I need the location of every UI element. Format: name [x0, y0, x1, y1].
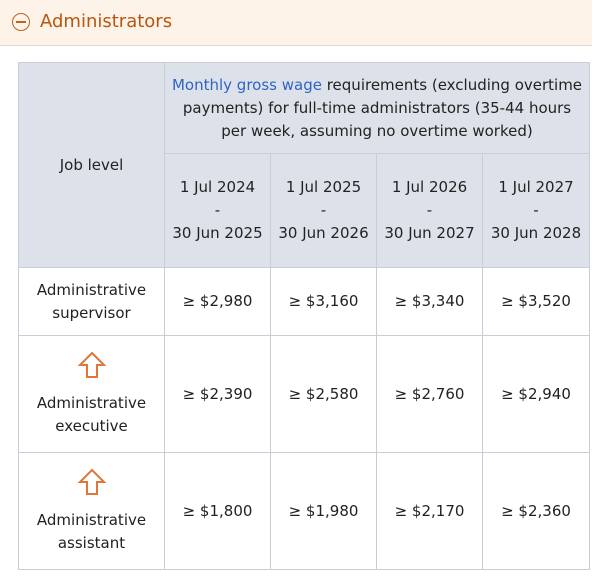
job-level-label: Administrative executive: [36, 394, 147, 435]
period-end: 30 Jun 2028: [490, 224, 582, 242]
period-end: 30 Jun 2025: [172, 224, 263, 242]
job-level-cell: Administrative executive: [18, 335, 165, 453]
section-title: Administrators: [40, 11, 173, 32]
table-row: Administrative supervisor ≥ $2,980 ≥ $3,…: [18, 267, 591, 336]
wage-cell: ≥ $1,980: [270, 452, 377, 570]
period-start: 1 Jul 2024: [179, 178, 256, 196]
table-row: Administrative assistant ≥ $1,800 ≥ $1,9…: [18, 452, 591, 570]
period-header: 1 Jul 2024 - 30 Jun 2025: [164, 153, 271, 268]
wage-cell: ≥ $3,520: [481, 267, 591, 336]
period-header: 1 Jul 2026 - 30 Jun 2027: [376, 153, 483, 268]
period-sep: -: [426, 201, 433, 219]
job-level-header: Job level: [18, 62, 165, 268]
wage-cell: ≥ $2,390: [164, 335, 271, 453]
wage-cell: ≥ $2,980: [164, 267, 271, 336]
period-sep: -: [214, 201, 221, 219]
period-start: 1 Jul 2025: [285, 178, 362, 196]
wage-cell: ≥ $2,170: [376, 452, 483, 570]
period-start: 1 Jul 2026: [391, 178, 468, 196]
wage-table: Job level Monthly gross wage requirement…: [18, 62, 591, 570]
caption-text: requirements (excluding overtime payment…: [182, 75, 583, 140]
wage-cell: ≥ $2,760: [376, 335, 483, 453]
up-arrow-icon: [77, 351, 106, 378]
wage-cell: ≥ $3,160: [270, 267, 377, 336]
job-level-cell: Administrative supervisor: [18, 267, 165, 336]
period-header: 1 Jul 2027 - 30 Jun 2028: [481, 153, 591, 268]
job-level-cell: Administrative assistant: [18, 452, 165, 570]
wage-cell: ≥ $2,580: [270, 335, 377, 453]
period-sep: -: [320, 201, 327, 219]
table-caption: Monthly gross wage requirements (excludi…: [163, 62, 591, 154]
job-level-label: Administrative assistant: [36, 511, 147, 552]
collapse-minus-icon[interactable]: [12, 13, 30, 31]
wage-cell: ≥ $3,340: [376, 267, 483, 336]
period-end: 30 Jun 2027: [384, 224, 475, 242]
period-end: 30 Jun 2026: [278, 224, 369, 242]
up-arrow-icon: [77, 468, 106, 495]
period-start: 1 Jul 2027: [498, 178, 574, 196]
monthly-gross-wage-link[interactable]: Monthly gross wage: [171, 75, 322, 94]
section-header-administrators[interactable]: Administrators: [0, 0, 592, 46]
wage-cell: ≥ $2,940: [481, 335, 591, 453]
wage-cell: ≥ $1,800: [164, 452, 271, 570]
period-sep: -: [533, 201, 539, 219]
period-header: 1 Jul 2025 - 30 Jun 2026: [270, 153, 377, 268]
wage-cell: ≥ $2,360: [481, 452, 591, 570]
table-row: Administrative executive ≥ $2,390 ≥ $2,5…: [18, 335, 591, 453]
